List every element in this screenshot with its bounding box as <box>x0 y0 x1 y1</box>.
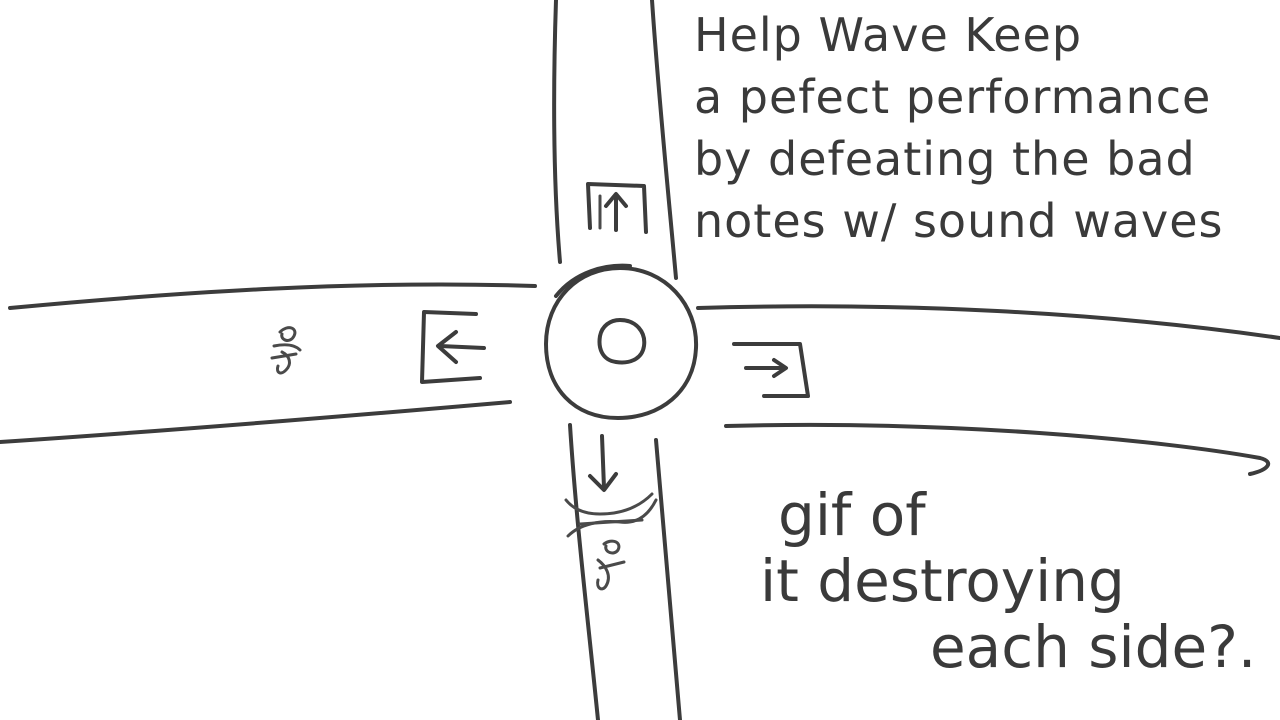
instructions-line-3: by defeating the bad <box>694 132 1196 186</box>
arrow-right-icon <box>732 342 810 398</box>
gif-note-line-3: each side?. <box>930 613 1257 681</box>
lane-left-top-edge <box>8 282 537 310</box>
gif-note-line-1: gif of <box>778 481 926 549</box>
instructions-note: Help Wave Keep a pefect performance by d… <box>694 4 1254 252</box>
lane-right-top-edge <box>696 304 1280 340</box>
gif-note: gif of it destroying each side?. <box>760 482 1260 680</box>
arrow-down-icon <box>588 434 618 492</box>
gif-note-line-2: it destroying <box>760 547 1125 615</box>
lane-down-right-edge <box>654 438 682 720</box>
lane-up-right-edge <box>650 0 678 280</box>
sound-wave-core-icon <box>544 263 699 420</box>
lane-left-bottom-edge <box>0 400 512 444</box>
lane-down-left-edge <box>568 423 600 720</box>
lane-up-left-edge <box>552 0 562 264</box>
instructions-line-2: a pefect performance <box>694 70 1212 124</box>
arrow-left-icon <box>420 310 486 384</box>
lane-right-bottom-edge <box>724 422 1271 476</box>
bad-note-icon <box>270 326 302 375</box>
bad-note-hit-icon <box>564 492 658 591</box>
instructions-line-1: Help Wave Keep <box>694 8 1083 62</box>
arrow-up-icon <box>586 182 648 234</box>
instructions-line-4: notes w/ sound waves <box>694 194 1224 248</box>
